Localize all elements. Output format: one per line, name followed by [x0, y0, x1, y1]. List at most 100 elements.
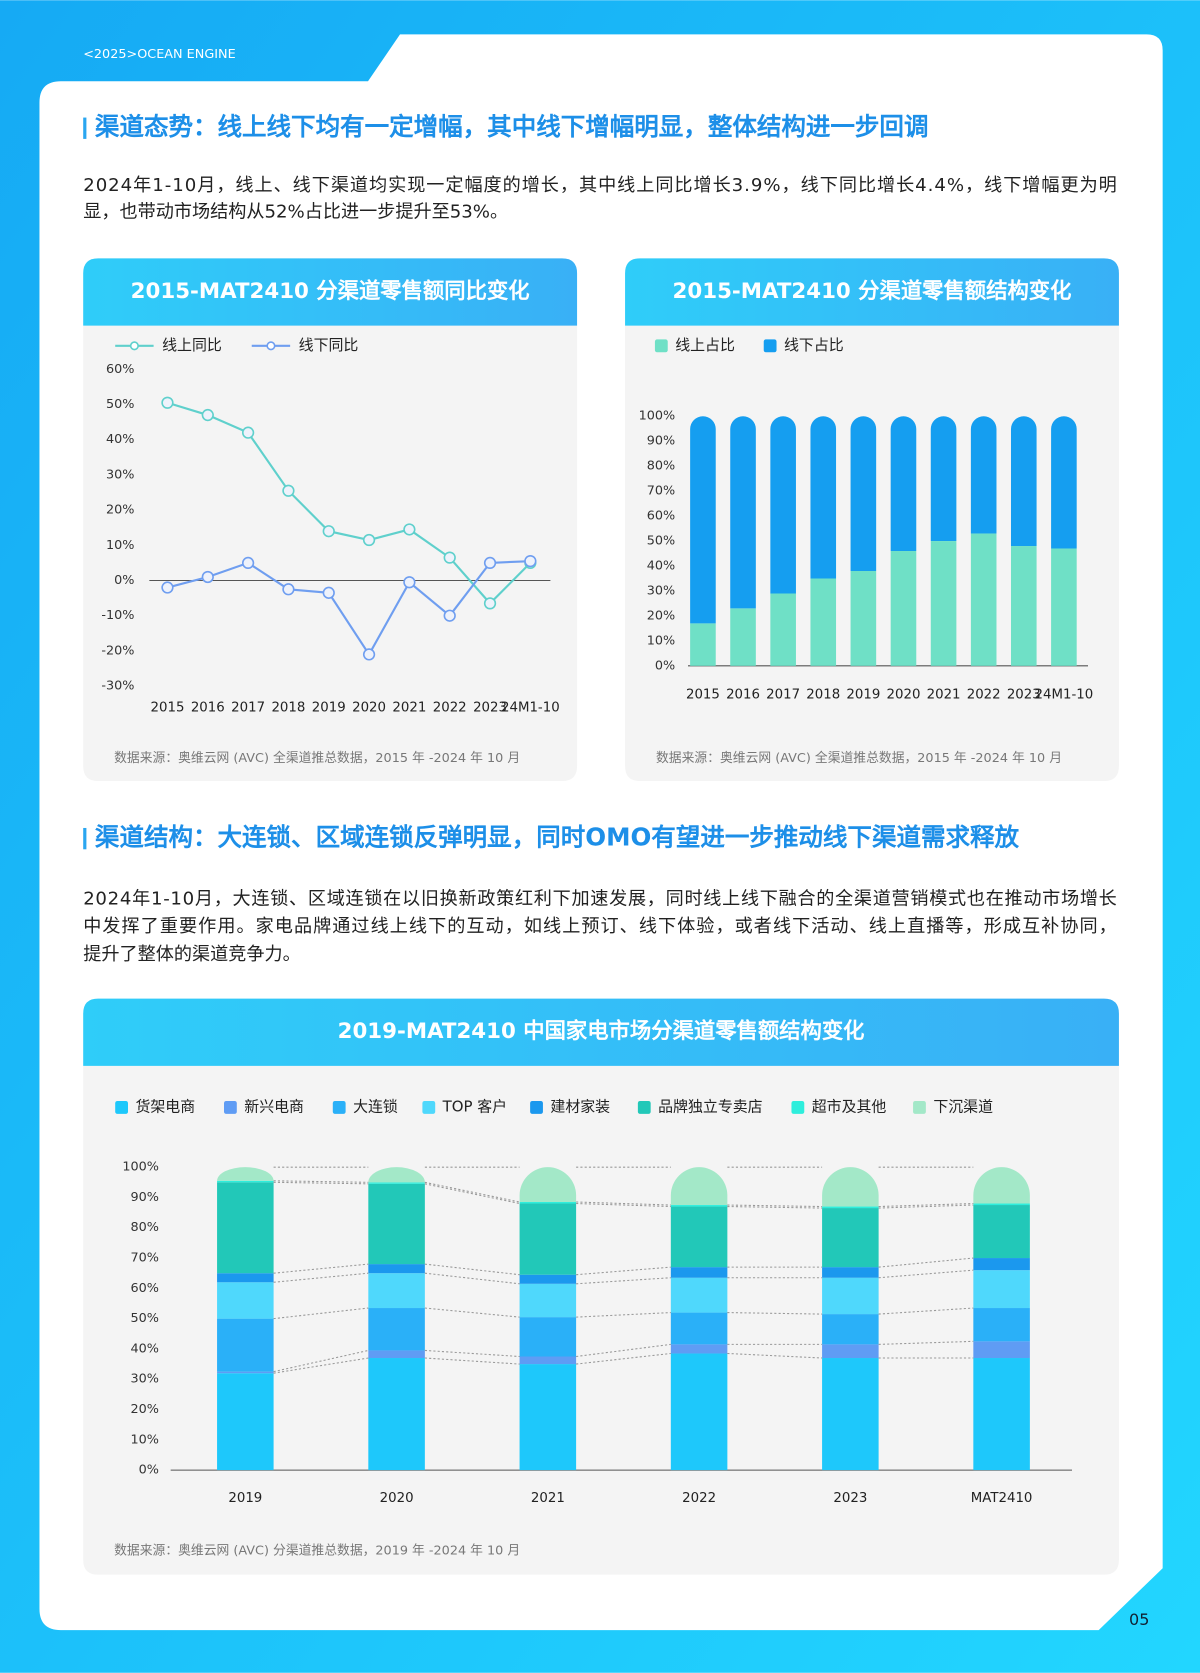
x-tick-label: 2021 [927, 688, 961, 703]
legend-swatch [224, 1101, 237, 1114]
bar-segment [519, 1202, 577, 1204]
connector [273, 1180, 369, 1183]
connector [576, 1201, 671, 1206]
connector [576, 1266, 671, 1276]
x-tick-label: 2022 [682, 1491, 716, 1506]
chart-header [83, 998, 1119, 1066]
data-point [161, 396, 174, 409]
bar-segment [822, 1167, 879, 1207]
connector [273, 1349, 369, 1373]
bar-segment [217, 1273, 274, 1283]
connector [878, 1202, 974, 1208]
legend-swatch [763, 339, 777, 353]
legend-label: 线上占比 [675, 336, 735, 354]
section-title: 渠道结构：大连锁、区域连锁反弹明显，同时OMO有望进一步推动线下渠道需求释放 [95, 823, 1020, 852]
page-number: 05 [1129, 1610, 1149, 1629]
bar-segment [850, 416, 877, 571]
connector [727, 1204, 823, 1208]
connector [878, 1269, 974, 1279]
y-tick-label: 60% [106, 362, 134, 377]
legend-label: TOP 客户 [442, 1097, 507, 1115]
bar-segment [368, 1308, 425, 1351]
y-tick-label: 30% [106, 467, 134, 482]
bar-segment [890, 551, 917, 666]
y-tick-label: 60% [130, 1281, 158, 1296]
legend-swatch [115, 1101, 128, 1114]
connector [424, 1357, 520, 1365]
data-point [524, 555, 537, 568]
y-tick-label: 50% [647, 534, 675, 549]
bar-segment [519, 1356, 577, 1365]
data-point [483, 597, 497, 610]
bar-segment [368, 1358, 425, 1471]
bar-segment [519, 1364, 577, 1471]
x-tick-label: 2018 [271, 700, 305, 715]
chart-source: 数据来源：奥维云网 (AVC) 全渠道推总数据，2015 年 -2024 年 1… [114, 750, 520, 766]
data-point [443, 551, 456, 564]
data-point [362, 533, 376, 547]
connector [273, 1181, 369, 1185]
legend-label: 超市及其他 [812, 1097, 887, 1115]
bar-segment [217, 1167, 274, 1181]
y-tick-label: 90% [647, 434, 675, 449]
connector [576, 1352, 671, 1365]
connector [878, 1340, 974, 1345]
y-tick-label: -20% [101, 643, 134, 658]
chart-header [625, 258, 1119, 326]
bar-segment [670, 1344, 728, 1354]
connector [576, 1202, 671, 1208]
x-tick-label: 2022 [967, 688, 1001, 703]
bar-segment [217, 1371, 274, 1374]
y-tick-label: 50% [130, 1311, 158, 1326]
legend-label: 新兴电商 [244, 1097, 304, 1115]
y-tick-label: 80% [647, 459, 675, 474]
connector [424, 1181, 520, 1203]
x-tick-label: 2021 [392, 700, 426, 715]
x-tick-label: 2019 [312, 700, 346, 715]
y-tick-label: 40% [647, 558, 675, 573]
x-tick-label: 2023 [1007, 688, 1041, 703]
data-point [201, 570, 214, 584]
legend-swatch [913, 1101, 926, 1114]
y-tick-label: 70% [130, 1251, 158, 1266]
y-tick-label: 100% [122, 1160, 159, 1175]
bar-segment [217, 1373, 274, 1471]
bar-segment [730, 416, 756, 609]
x-tick-label: 2017 [231, 700, 265, 715]
connector [273, 1357, 369, 1374]
section-marker [83, 827, 87, 850]
legend-label: 货架电商 [135, 1097, 195, 1115]
y-tick-label: 30% [647, 583, 675, 598]
y-tick-label: 10% [647, 633, 675, 648]
connector [424, 1272, 520, 1285]
data-point [282, 583, 295, 596]
x-tick-label: 2015 [686, 688, 720, 703]
connector [424, 1183, 520, 1205]
bar-segment [973, 1203, 1030, 1206]
x-tick-label: 2021 [531, 1491, 565, 1506]
bar-segment [519, 1283, 577, 1318]
data-point [161, 581, 174, 594]
data-point [403, 523, 416, 536]
connector [727, 1312, 823, 1315]
bar-segment [1010, 416, 1037, 547]
y-tick-label: 0% [655, 658, 675, 673]
y-tick-label: 20% [647, 608, 675, 623]
bar-segment [822, 1314, 879, 1345]
data-point [403, 576, 416, 589]
bar-segment [822, 1208, 879, 1268]
y-tick-label: 10% [106, 538, 134, 553]
x-tick-label: 2015 [151, 700, 185, 715]
paragraph-line: 2024年1-10月，线上、线下渠道均实现一定幅度的增长，其中线上同比增长3.9… [83, 175, 1117, 196]
bar-segment [810, 578, 837, 666]
paragraph-line: 中发挥了重要作用。家电品牌通过线上线下的互动，如线上预订、线下体验，或者线下活动… [83, 916, 1117, 937]
bar-segment [670, 1205, 728, 1207]
y-tick-label: 80% [130, 1220, 158, 1235]
data-point [241, 426, 255, 439]
bar-segment [519, 1167, 577, 1203]
data-point [322, 586, 335, 599]
bar-segment [670, 1353, 728, 1471]
connector [576, 1277, 671, 1285]
